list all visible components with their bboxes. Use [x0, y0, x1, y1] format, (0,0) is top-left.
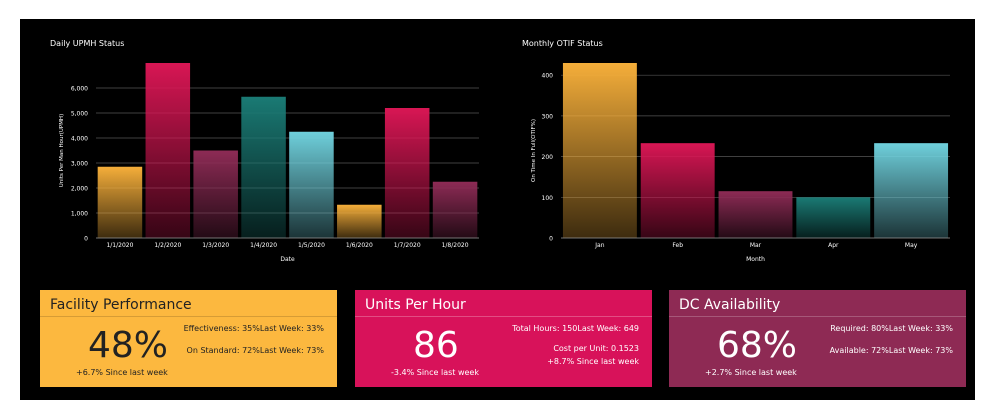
facility-card-divider — [40, 316, 337, 317]
dc-card-title: DC Availability — [679, 297, 781, 313]
dc-weekly-change: +2.7% Since last week — [705, 368, 797, 377]
units-per-hour-value: 86 — [413, 325, 459, 366]
daily-y-axis-title: Units Per Man Hour(UPMH) — [59, 114, 65, 187]
monthly-bar — [874, 143, 949, 238]
dc-availability-card: DC Availability 68% Required: 80%Last We… — [669, 290, 966, 387]
units-cost-per-unit-stat: Cost per Unit: 0.1523 — [553, 344, 639, 353]
daily-bar — [145, 63, 191, 238]
units-total-hours-stat: Total Hours: 150Last Week: 649 — [512, 324, 639, 333]
daily-xtick-label: 1/2/2020 — [154, 242, 181, 249]
monthly-xtick-label: Feb — [672, 242, 683, 249]
daily-chart-title: Daily UPMH Status — [50, 39, 125, 48]
dc-available-stat: Available: 72%Last Week: 73% — [829, 346, 953, 355]
daily-xtick-label: 1/3/2020 — [202, 242, 229, 249]
units-per-hour-card: Units Per Hour 86 Total Hours: 150Last W… — [355, 290, 652, 387]
monthly-y-axis-title: On Time In Full(OTIF%) — [531, 119, 537, 182]
daily-upmh-chart: 0 1,000 2,000 3,000 4,000 5,000 6,000 1/1/2020 1… — [59, 63, 479, 263]
dc-required-stat: Required: 80%Last Week: 33% — [830, 324, 953, 333]
daily-ytick-label: 4,000 — [71, 136, 88, 143]
facility-weekly-change: +6.7% Since last week — [76, 368, 168, 377]
daily-bar — [337, 204, 382, 238]
daily-bar — [193, 150, 238, 238]
daily-xtick-label: 1/8/2020 — [442, 242, 469, 249]
daily-ytick-label: 6,000 — [71, 86, 88, 93]
units-card-title: Units Per Hour — [365, 297, 466, 313]
monthly-bar — [796, 197, 871, 238]
daily-ytick-label: 2,000 — [71, 186, 88, 193]
daily-x-axis-title: Date — [280, 256, 295, 263]
dc-card-divider — [669, 316, 966, 317]
daily-xtick-label: 1/6/2020 — [346, 242, 373, 249]
units-card-divider — [355, 316, 652, 317]
daily-bar — [432, 181, 478, 238]
monthly-chart-title: Monthly OTIF Status — [522, 39, 603, 48]
monthly-bar — [718, 191, 793, 238]
monthly-otif-chart: 0 100 200 300 400 Jan Feb Mar Apr May Month On Time… — [531, 63, 950, 263]
daily-bar — [289, 131, 334, 238]
daily-bar — [384, 108, 430, 238]
monthly-xtick-label: May — [905, 242, 918, 249]
facility-percentage: 48% — [88, 325, 169, 366]
monthly-ytick-label: 100 — [542, 195, 554, 202]
monthly-ytick-label: 300 — [542, 113, 554, 120]
facility-performance-card: Facility Performance 48% Effectiveness: … — [40, 290, 337, 387]
daily-ytick-label: 0 — [84, 236, 88, 243]
monthly-ytick-label: 0 — [549, 236, 553, 243]
daily-xtick-label: 1/4/2020 — [250, 242, 277, 249]
monthly-xtick-label: Apr — [828, 242, 839, 249]
daily-xtick-label: 1/1/2020 — [106, 242, 133, 249]
facility-effectiveness-stat: Effectiveness: 35%Last Week: 33% — [183, 324, 324, 333]
units-weekly-change: -3.4% Since last week — [391, 368, 479, 377]
daily-ytick-label: 3,000 — [71, 161, 88, 168]
daily-bar — [97, 166, 143, 238]
daily-xtick-label: 1/5/2020 — [298, 242, 325, 249]
daily-xtick-label: 1/7/2020 — [394, 242, 421, 249]
monthly-ytick-label: 200 — [542, 154, 554, 161]
monthly-xtick-label: Jan — [594, 242, 604, 249]
monthly-ytick-label: 400 — [542, 73, 554, 80]
daily-bar — [241, 96, 286, 238]
monthly-x-axis-title: Month — [746, 256, 765, 263]
monthly-bar — [562, 63, 637, 238]
dc-availability-percentage: 68% — [717, 325, 798, 366]
daily-ytick-label: 5,000 — [71, 111, 88, 118]
facility-on-standard-stat: On Standard: 72%Last Week: 73% — [186, 346, 324, 355]
facility-card-title: Facility Performance — [50, 297, 192, 313]
monthly-xtick-label: Mar — [750, 242, 762, 249]
daily-ytick-label: 1,000 — [71, 211, 88, 218]
monthly-bar — [640, 143, 715, 238]
units-cost-change-stat: +8.7% Since last week — [547, 357, 639, 366]
